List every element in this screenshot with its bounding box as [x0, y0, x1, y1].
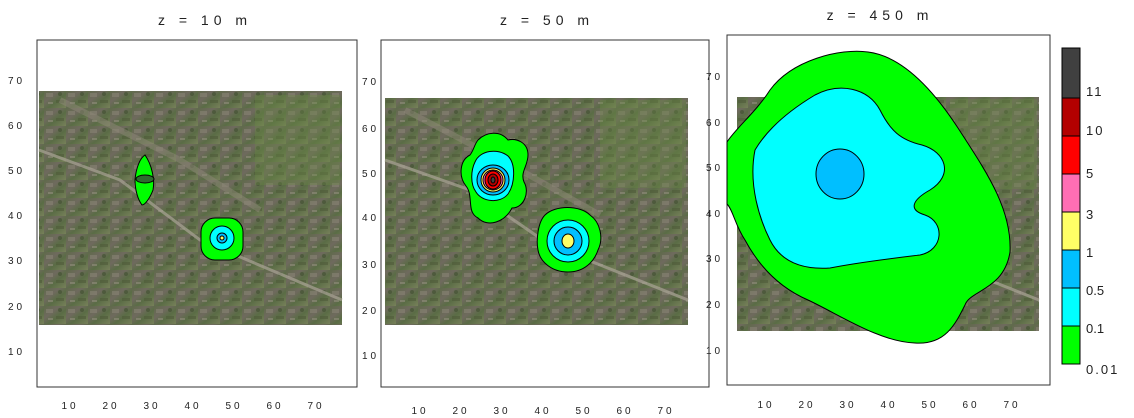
xtick-label: 40 — [184, 401, 201, 412]
panel-3-xticks: 10 20 30 40 50 60 70 — [757, 400, 1020, 411]
xtick-label: 20 — [452, 406, 469, 417]
p3-level-0.5 — [815, 148, 865, 200]
ytick-label: 60 — [8, 121, 25, 132]
ytick-label: 40 — [362, 213, 379, 224]
xtick-label: 70 — [1003, 400, 1020, 411]
xtick-label: 30 — [143, 401, 160, 412]
xtick-label: 60 — [266, 401, 283, 412]
panel-1-xticks: 10 20 30 40 50 60 70 — [61, 401, 324, 412]
p2-src1-level-11 — [490, 176, 496, 184]
xtick-label: 50 — [575, 406, 592, 417]
ytick-label: 70 — [8, 76, 25, 87]
panel-2-xticks: 10 20 30 40 50 60 70 — [411, 406, 674, 417]
panel-1-yticks: 10 20 30 40 50 60 70 — [8, 76, 25, 358]
colorbar-swatch-3 — [1061, 173, 1081, 213]
panel-1-map — [38, 91, 343, 325]
panel-3: z = 450 m 10 20 30 40 50 60 70 10 20 30 … — [706, 7, 1051, 411]
ytick-label: 30 — [362, 260, 379, 271]
panel-3-title: z = 450 m — [827, 7, 934, 23]
ytick-label: 50 — [706, 163, 723, 174]
colorbar-label: 0.1 — [1086, 321, 1104, 336]
panel-2-map — [384, 98, 689, 325]
colorbar-label: 0.01 — [1086, 362, 1119, 377]
colorbar-swatch-0.5 — [1061, 249, 1081, 289]
colorbar: 0.01 0.1 0.5 1 3 5 10 11 — [1061, 47, 1119, 377]
ytick-label: 50 — [8, 166, 25, 177]
xtick-label: 60 — [616, 406, 633, 417]
p1-src1-level-0.1 — [135, 174, 155, 184]
panel-2-yticks: 10 20 30 40 50 60 70 — [362, 77, 379, 362]
ytick-label: 60 — [362, 124, 379, 135]
panel-1-title: z = 10 m — [158, 12, 252, 28]
ytick-label: 70 — [706, 72, 723, 83]
panel-2: z = 50 m 10 20 30 40 50 — [362, 12, 710, 417]
xtick-label: 40 — [534, 406, 551, 417]
ytick-label: 30 — [706, 254, 723, 265]
p1-src2-level-1 — [219, 235, 225, 241]
ytick-label: 20 — [706, 300, 723, 311]
xtick-label: 70 — [657, 406, 674, 417]
ytick-label: 20 — [362, 306, 379, 317]
xtick-label: 30 — [493, 406, 510, 417]
colorbar-swatch-5 — [1061, 135, 1081, 175]
ytick-label: 70 — [362, 77, 379, 88]
xtick-label: 50 — [921, 400, 938, 411]
panel-2-contours — [460, 132, 602, 273]
xtick-label: 20 — [102, 401, 119, 412]
panel-2-title: z = 50 m — [500, 12, 594, 28]
panel-3-contours — [726, 50, 1011, 344]
colorbar-label: 1 — [1086, 245, 1093, 260]
ytick-label: 40 — [8, 211, 25, 222]
ytick-label: 30 — [8, 256, 25, 267]
ytick-label: 20 — [8, 302, 25, 313]
panel-1: z = 10 m 10 20 30 40 50 60 70 10 20 — [8, 12, 358, 412]
colorbar-swatch-1 — [1061, 211, 1081, 251]
colorbar-label: 5 — [1086, 166, 1093, 181]
ytick-label: 40 — [706, 209, 723, 220]
xtick-label: 20 — [798, 400, 815, 411]
ytick-label: 50 — [362, 169, 379, 180]
colorbar-label: 0.5 — [1086, 283, 1104, 298]
ytick-label: 10 — [8, 347, 25, 358]
panel-1-contours — [134, 154, 244, 261]
xtick-label: 70 — [307, 401, 324, 412]
colorbar-label: 3 — [1086, 207, 1093, 222]
xtick-label: 10 — [61, 401, 78, 412]
colorbar-swatch-0.1 — [1061, 287, 1081, 327]
ytick-label: 10 — [706, 346, 723, 357]
ytick-label: 60 — [706, 118, 723, 129]
xtick-label: 40 — [880, 400, 897, 411]
colorbar-swatch-11 — [1061, 47, 1081, 99]
xtick-label: 50 — [225, 401, 242, 412]
xtick-label: 10 — [411, 406, 428, 417]
panel-3-yticks: 10 20 30 40 50 60 70 — [706, 72, 723, 357]
colorbar-label: 11 — [1086, 84, 1104, 99]
xtick-label: 10 — [757, 400, 774, 411]
xtick-label: 30 — [839, 400, 856, 411]
colorbar-label: 10 — [1086, 123, 1104, 138]
colorbar-swatch-10 — [1061, 97, 1081, 137]
p2-src2-level-1 — [561, 233, 575, 249]
colorbar-swatch-0.01 — [1061, 325, 1081, 365]
ytick-label: 10 — [362, 351, 379, 362]
xtick-label: 60 — [962, 400, 979, 411]
